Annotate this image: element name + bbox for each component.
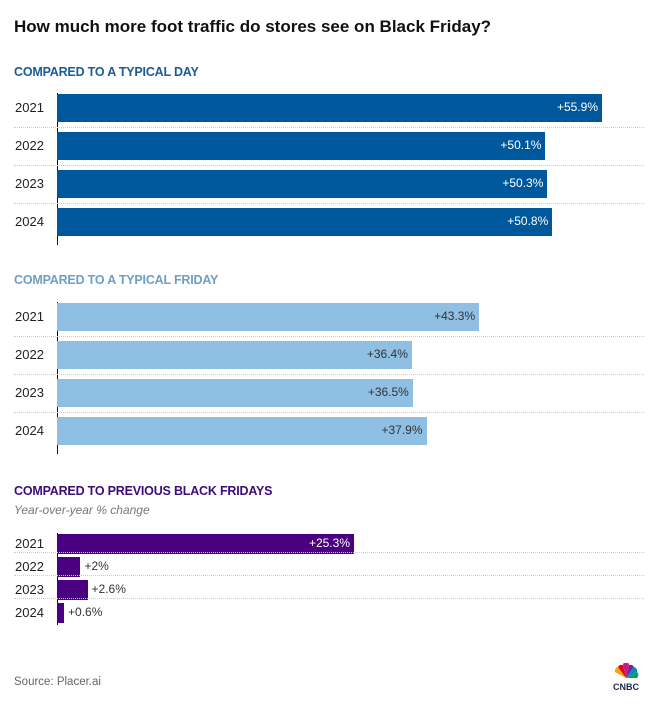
cnbc-logo-icon: CNBC (609, 662, 643, 693)
axis-line (57, 302, 58, 454)
year-label: 2021 (15, 100, 44, 115)
value-label: +37.9% (381, 423, 423, 437)
source-note: Source: Placer.ai (14, 676, 101, 688)
value-label: +50.3% (502, 176, 544, 190)
year-label: 2024 (15, 423, 44, 438)
year-label: 2023 (15, 176, 44, 191)
row-separator (14, 552, 644, 553)
row-separator (14, 336, 644, 337)
value-label: +55.9% (556, 100, 598, 114)
year-label: 2023 (15, 582, 44, 597)
year-label: 2022 (15, 138, 44, 153)
year-label: 2024 (15, 214, 44, 229)
bar (57, 132, 546, 160)
bar (57, 94, 602, 122)
row-separator (14, 412, 644, 413)
value-label: +50.1% (500, 138, 542, 152)
row-separator (14, 127, 644, 128)
bar (57, 534, 354, 554)
bar (57, 208, 553, 236)
panel-title-previous-black-fridays: COMPARED TO PREVIOUS BLACK FRIDAYS (14, 484, 273, 498)
row-separator (14, 598, 644, 599)
bar (57, 379, 413, 407)
row-separator (14, 575, 644, 576)
axis-line (57, 93, 58, 245)
year-label: 2022 (15, 559, 44, 574)
value-label: +2.6% (91, 582, 126, 596)
panel-title-typical-friday: COMPARED TO A TYPICAL FRIDAY (14, 273, 219, 287)
bar (57, 303, 480, 331)
chart-title: How much more foot traffic do stores see… (14, 17, 492, 36)
value-label: +0.6% (68, 605, 103, 619)
bar (57, 170, 548, 198)
value-label: +36.4% (366, 347, 408, 361)
year-label: 2022 (15, 347, 44, 362)
year-label: 2021 (15, 309, 44, 324)
bar (57, 417, 427, 445)
value-label: +2% (84, 559, 109, 573)
row-separator (14, 203, 644, 204)
panel-title-typical-day: COMPARED TO A TYPICAL DAY (14, 65, 199, 79)
value-label: +25.3% (308, 536, 350, 550)
year-label: 2024 (15, 605, 44, 620)
row-separator (14, 165, 644, 166)
panel-subtitle: Year-over-year % change (14, 503, 150, 517)
axis-line (57, 533, 58, 625)
bar (57, 580, 88, 600)
year-label: 2021 (15, 536, 44, 551)
svg-text:CNBC: CNBC (613, 682, 639, 692)
bar (57, 557, 81, 577)
value-label: +50.8% (507, 214, 549, 228)
bar (57, 341, 412, 369)
value-label: +43.3% (434, 309, 476, 323)
value-label: +36.5% (367, 385, 409, 399)
bar (57, 603, 65, 623)
row-separator (14, 374, 644, 375)
year-label: 2023 (15, 385, 44, 400)
